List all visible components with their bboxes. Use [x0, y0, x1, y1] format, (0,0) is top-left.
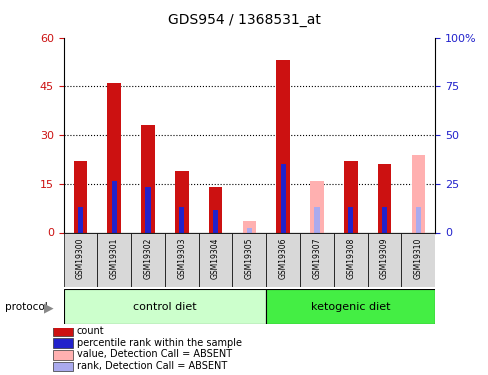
Text: GSM19310: GSM19310	[413, 238, 422, 279]
Text: ▶: ▶	[44, 301, 54, 314]
Text: GSM19305: GSM19305	[244, 238, 253, 279]
Bar	[111, 180, 117, 232]
Bar	[175, 171, 188, 232]
Bar	[343, 161, 357, 232]
Text: ketogenic diet: ketogenic diet	[310, 302, 390, 312]
Bar	[415, 207, 420, 232]
Text: GSM19304: GSM19304	[211, 238, 220, 279]
Bar	[74, 161, 87, 232]
Bar	[333, 232, 367, 287]
Bar	[280, 164, 285, 232]
Bar	[179, 207, 184, 232]
Bar	[411, 154, 424, 232]
Bar	[246, 228, 251, 232]
Bar	[107, 83, 121, 232]
Bar	[347, 207, 353, 232]
Bar	[131, 232, 164, 287]
Bar	[53, 338, 72, 348]
Text: GSM19302: GSM19302	[143, 238, 152, 279]
Bar	[367, 232, 401, 287]
Text: GSM19307: GSM19307	[312, 238, 321, 279]
Bar	[266, 232, 300, 287]
Bar	[208, 187, 222, 232]
Text: GSM19308: GSM19308	[346, 238, 354, 279]
Text: rank, Detection Call = ABSENT: rank, Detection Call = ABSENT	[77, 361, 226, 371]
Bar	[63, 289, 266, 324]
Bar	[300, 232, 333, 287]
Bar	[242, 221, 256, 232]
Bar	[141, 125, 155, 232]
Bar	[164, 232, 198, 287]
Bar	[145, 187, 150, 232]
Bar	[401, 232, 434, 287]
Text: GSM19301: GSM19301	[109, 238, 119, 279]
Bar	[53, 362, 72, 371]
Bar	[314, 207, 319, 232]
Bar	[213, 210, 218, 232]
Bar	[53, 327, 72, 336]
Bar	[377, 164, 390, 232]
Bar	[309, 180, 323, 232]
Bar	[78, 207, 83, 232]
Bar	[381, 207, 386, 232]
Bar	[53, 350, 72, 360]
Bar	[276, 60, 289, 232]
Bar	[198, 232, 232, 287]
Text: GSM19306: GSM19306	[278, 238, 287, 279]
Text: GSM19303: GSM19303	[177, 238, 186, 279]
Bar	[266, 289, 434, 324]
Bar	[63, 232, 97, 287]
Text: control diet: control diet	[133, 302, 196, 312]
Text: protocol: protocol	[5, 303, 47, 312]
Text: value, Detection Call = ABSENT: value, Detection Call = ABSENT	[77, 350, 231, 359]
Bar	[97, 232, 131, 287]
Bar	[232, 232, 266, 287]
Text: GSM19309: GSM19309	[379, 238, 388, 279]
Text: percentile rank within the sample: percentile rank within the sample	[77, 338, 242, 348]
Text: count: count	[77, 326, 104, 336]
Text: GDS954 / 1368531_at: GDS954 / 1368531_at	[168, 13, 320, 27]
Text: GSM19300: GSM19300	[76, 238, 85, 279]
